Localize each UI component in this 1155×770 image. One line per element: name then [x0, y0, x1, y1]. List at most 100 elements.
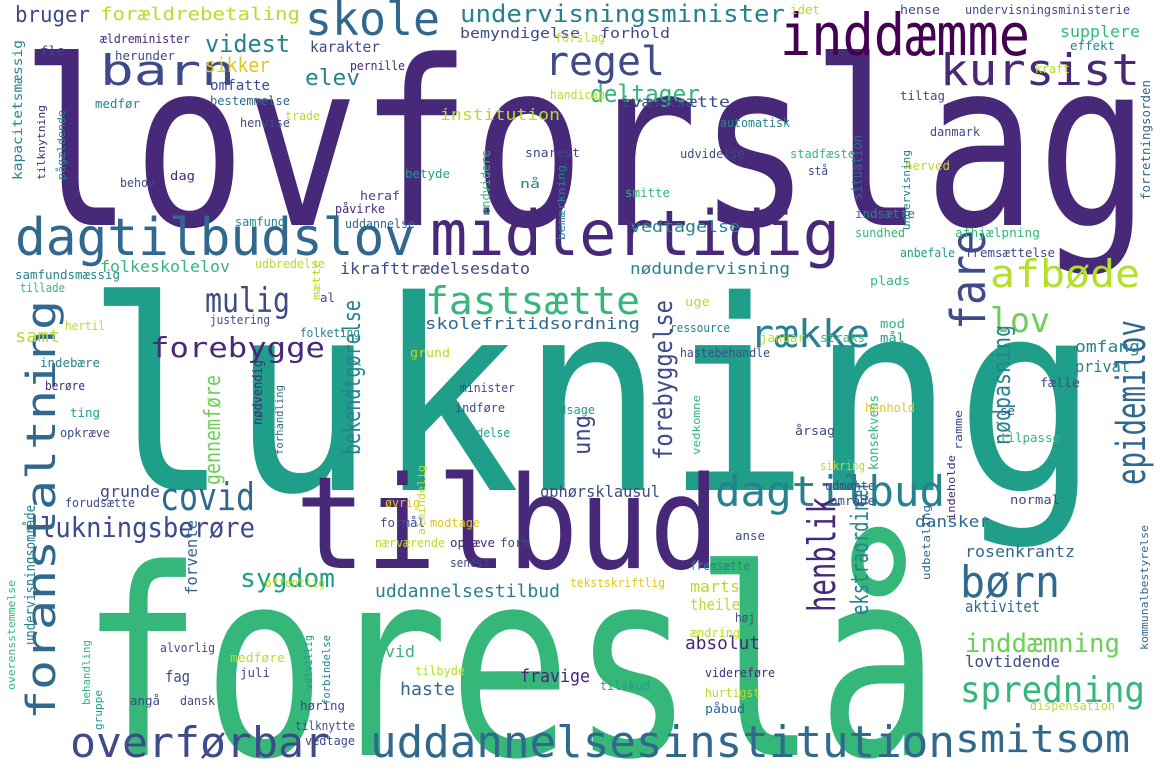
word: handicap	[550, 88, 605, 102]
word: juli	[240, 666, 270, 680]
word: theile	[690, 595, 740, 614]
word: tiltag	[900, 89, 945, 103]
word: række	[750, 312, 870, 356]
word: hense	[900, 3, 940, 17]
word: sundhed	[855, 226, 905, 240]
word: sikker	[205, 53, 270, 77]
word: kursist	[940, 45, 1140, 96]
word: fravige	[520, 666, 590, 687]
word: fle	[40, 44, 65, 58]
word: mætte	[310, 260, 323, 300]
word: uddannelsestilbud	[375, 581, 560, 602]
word: skolefritidsordning	[425, 314, 640, 333]
word: spredning	[960, 670, 1145, 711]
word: deltager	[590, 80, 700, 108]
word: samt	[15, 326, 60, 347]
word: nødvendig	[251, 360, 266, 425]
word: undervisningsområde	[22, 505, 39, 645]
word: fælle	[1040, 376, 1080, 390]
word: modtage	[430, 516, 480, 530]
word: ydelse	[470, 426, 510, 440]
word: bemyndigelse	[460, 26, 580, 42]
word: lov	[990, 301, 1050, 341]
word: senest	[450, 556, 490, 570]
word: forhandling	[273, 385, 286, 455]
word: indeholde	[945, 455, 958, 520]
word: berøre	[45, 379, 85, 393]
word: høring	[300, 699, 345, 713]
word: bekendtgørelse	[338, 300, 366, 455]
word: plads	[870, 274, 910, 288]
word: hurtigst	[705, 686, 760, 700]
word: anbefale	[900, 246, 955, 260]
word: situation	[850, 135, 866, 200]
word: vedkomne	[690, 395, 703, 455]
word: se	[1000, 404, 1015, 418]
word: øvrig	[385, 496, 420, 510]
word: danmark	[930, 125, 981, 139]
word: tilskud	[600, 679, 650, 693]
word: skole	[305, 0, 440, 46]
word: afhjælpning	[955, 226, 1040, 240]
word: normal	[1010, 493, 1060, 507]
word: privat	[1075, 357, 1130, 376]
word: ophørsklausul	[540, 482, 660, 501]
word: offentlig	[265, 576, 325, 590]
word: fremsættelse	[965, 246, 1055, 260]
word: minister	[460, 381, 515, 395]
word: institution	[440, 105, 560, 124]
word: epidemilov	[1109, 320, 1155, 485]
word: sikring	[820, 459, 865, 473]
word: ramme	[952, 410, 965, 450]
word: absolut	[685, 633, 760, 654]
word: foranstaltning	[19, 300, 65, 720]
word: almindelig	[415, 465, 428, 535]
word: dansk	[180, 694, 216, 708]
word: gruppe	[92, 690, 105, 730]
word: forhold	[600, 26, 670, 42]
word: mulig	[205, 281, 290, 321]
word: stadfæste	[790, 147, 855, 161]
word: behov	[120, 176, 155, 190]
word: heraf	[360, 189, 400, 203]
word: tilknytning	[35, 105, 48, 180]
word: grunde	[100, 482, 160, 501]
word: henblik	[800, 497, 844, 612]
word: forbindelse	[320, 635, 333, 705]
word: samfund	[235, 215, 285, 229]
word: bruger	[15, 3, 90, 28]
word: nærværende	[375, 536, 445, 550]
word: hastebehandle	[680, 346, 770, 360]
word: dansker	[915, 512, 990, 531]
word: herunder	[115, 49, 175, 63]
word: inddæmning	[965, 629, 1120, 659]
word: forudsætte	[65, 496, 135, 510]
word: tilbud	[295, 450, 720, 599]
word: område	[830, 494, 875, 508]
word: trade	[285, 109, 320, 123]
word: omfang	[1075, 337, 1140, 356]
word: inddæmme	[780, 1, 1030, 69]
word: afbøde	[990, 252, 1140, 296]
word: stå	[808, 164, 828, 178]
word: lovtidende	[965, 652, 1060, 671]
word: undervisningsminister	[460, 0, 785, 28]
word: karakter	[310, 38, 380, 56]
word: folkeskolelov	[100, 257, 230, 276]
word: pågældende	[55, 110, 68, 180]
word: foreslå	[80, 515, 940, 770]
word: henvise	[240, 116, 290, 130]
word: formål	[380, 516, 425, 530]
word: nødundervisning	[630, 259, 790, 278]
word: nødpasning	[988, 325, 1016, 445]
word: undervisningsministerie	[965, 3, 1130, 17]
word: vid	[385, 642, 415, 661]
word: påbud	[705, 702, 745, 716]
word: omfatte	[210, 78, 270, 94]
word: forældrebetaling	[100, 4, 300, 25]
word: indebære	[40, 356, 100, 370]
word: idet	[790, 3, 820, 17]
word: supplere	[1060, 22, 1140, 41]
word: automatisk	[720, 116, 791, 130]
